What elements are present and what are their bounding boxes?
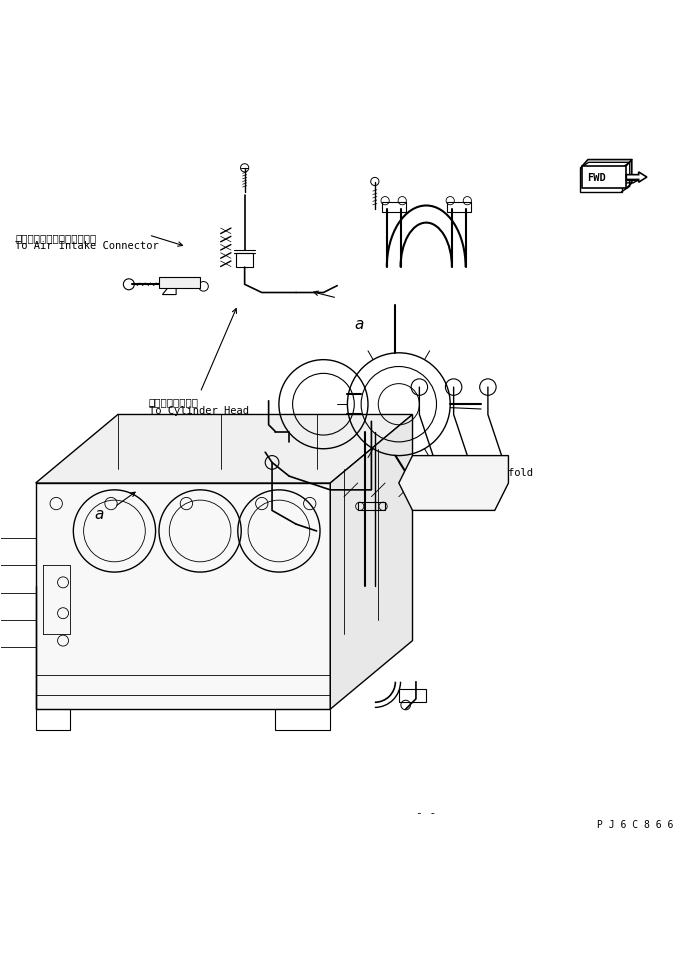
Text: a: a [354,317,364,332]
Polygon shape [399,456,508,510]
Text: - -: - - [416,809,436,818]
Text: エキゾーストマニホールド: エキゾーストマニホールド [433,459,508,469]
Polygon shape [626,172,647,183]
Text: P J 6 C 8 6 6: P J 6 C 8 6 6 [596,820,673,830]
Text: To Air Intake Connector: To Air Intake Connector [15,242,159,251]
Text: FWD: FWD [588,173,606,183]
Polygon shape [583,166,626,188]
Text: Exhaust Manifold: Exhaust Manifold [433,468,533,478]
Polygon shape [36,483,330,709]
Polygon shape [159,277,200,288]
Text: To Cylinder Head: To Cylinder Head [149,406,248,415]
Polygon shape [36,414,413,483]
Text: a: a [94,507,103,522]
Text: FWD: FWD [593,177,610,186]
Text: エアーインテークコネクタへ: エアーインテークコネクタへ [15,233,96,242]
Polygon shape [330,414,413,709]
Text: シリンダヘッドへ: シリンダヘッドへ [149,397,199,408]
